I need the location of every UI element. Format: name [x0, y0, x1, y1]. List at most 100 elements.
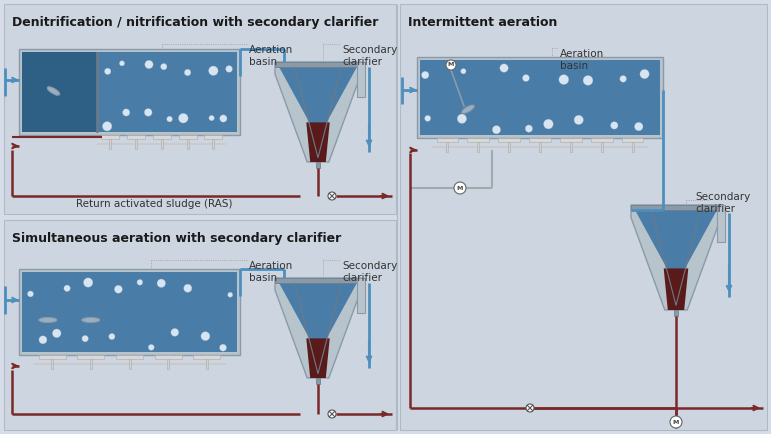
Bar: [631, 205, 721, 210]
Text: Intermittent aeration: Intermittent aeration: [408, 16, 557, 29]
Bar: [212, 139, 214, 149]
Polygon shape: [275, 278, 361, 378]
Circle shape: [52, 329, 61, 338]
Bar: [498, 138, 520, 142]
Bar: [631, 142, 634, 152]
Ellipse shape: [82, 318, 99, 322]
Bar: [129, 359, 130, 369]
Ellipse shape: [39, 318, 57, 322]
Circle shape: [454, 182, 466, 194]
Circle shape: [425, 115, 431, 122]
Bar: [187, 139, 189, 149]
Circle shape: [227, 292, 233, 297]
Circle shape: [559, 75, 569, 85]
Ellipse shape: [47, 87, 59, 95]
Circle shape: [446, 60, 456, 70]
Bar: [22, 52, 97, 132]
Circle shape: [64, 285, 70, 292]
Bar: [400, 4, 767, 430]
Text: Return activated sludge (RAS): Return activated sludge (RAS): [76, 199, 232, 209]
Text: M: M: [456, 185, 463, 191]
Bar: [135, 139, 137, 149]
Bar: [674, 310, 678, 316]
Bar: [4, 220, 396, 430]
Circle shape: [120, 61, 125, 66]
Bar: [570, 142, 572, 152]
Bar: [116, 355, 143, 359]
Circle shape: [611, 122, 618, 129]
Circle shape: [226, 66, 232, 72]
Circle shape: [328, 192, 336, 200]
Bar: [357, 62, 365, 97]
Bar: [436, 138, 458, 142]
Text: M: M: [448, 62, 454, 68]
Bar: [77, 355, 104, 359]
Circle shape: [526, 404, 534, 412]
Bar: [316, 378, 320, 384]
Circle shape: [160, 63, 167, 70]
Circle shape: [144, 108, 152, 116]
Text: Secondary
clarifier: Secondary clarifier: [342, 261, 397, 283]
Polygon shape: [631, 205, 721, 310]
Circle shape: [460, 69, 466, 74]
Circle shape: [109, 333, 115, 340]
Bar: [101, 135, 120, 139]
Bar: [167, 359, 169, 369]
Polygon shape: [664, 268, 689, 310]
Circle shape: [220, 344, 227, 351]
Bar: [127, 135, 145, 139]
Ellipse shape: [462, 105, 474, 113]
Circle shape: [201, 332, 210, 341]
Bar: [155, 355, 182, 359]
Circle shape: [167, 116, 173, 122]
Circle shape: [493, 125, 500, 134]
Text: Aeration
basin: Aeration basin: [249, 261, 293, 283]
Bar: [717, 205, 725, 242]
Bar: [204, 135, 222, 139]
Circle shape: [184, 69, 191, 76]
Circle shape: [104, 68, 111, 75]
Circle shape: [620, 76, 627, 82]
Text: Aeration
basin: Aeration basin: [249, 45, 293, 66]
Circle shape: [640, 69, 649, 79]
Circle shape: [422, 71, 429, 79]
Circle shape: [148, 345, 154, 350]
Bar: [153, 135, 171, 139]
Bar: [96, 52, 98, 132]
Bar: [467, 138, 489, 142]
Bar: [4, 4, 396, 214]
Bar: [420, 60, 660, 135]
Circle shape: [82, 335, 89, 342]
Bar: [109, 139, 111, 149]
Text: M: M: [673, 420, 679, 424]
Circle shape: [544, 119, 554, 129]
Bar: [22, 272, 237, 352]
Bar: [539, 142, 541, 152]
Polygon shape: [279, 67, 357, 127]
Bar: [357, 278, 365, 313]
Circle shape: [457, 114, 466, 123]
Polygon shape: [275, 62, 361, 162]
Bar: [529, 138, 550, 142]
Bar: [508, 142, 510, 152]
Polygon shape: [306, 122, 330, 162]
Text: Secondary
clarifier: Secondary clarifier: [342, 45, 397, 66]
Bar: [417, 57, 663, 138]
Bar: [446, 142, 449, 152]
Bar: [591, 138, 612, 142]
Circle shape: [525, 125, 533, 132]
Circle shape: [523, 75, 530, 82]
Circle shape: [123, 109, 130, 116]
Bar: [206, 359, 208, 369]
Circle shape: [145, 60, 153, 69]
Bar: [89, 359, 92, 369]
Bar: [19, 269, 240, 355]
Bar: [275, 62, 361, 67]
Polygon shape: [279, 283, 357, 343]
Bar: [601, 142, 603, 152]
Bar: [477, 142, 480, 152]
Circle shape: [500, 64, 508, 72]
Bar: [160, 139, 163, 149]
Circle shape: [209, 66, 218, 76]
Circle shape: [157, 279, 166, 287]
